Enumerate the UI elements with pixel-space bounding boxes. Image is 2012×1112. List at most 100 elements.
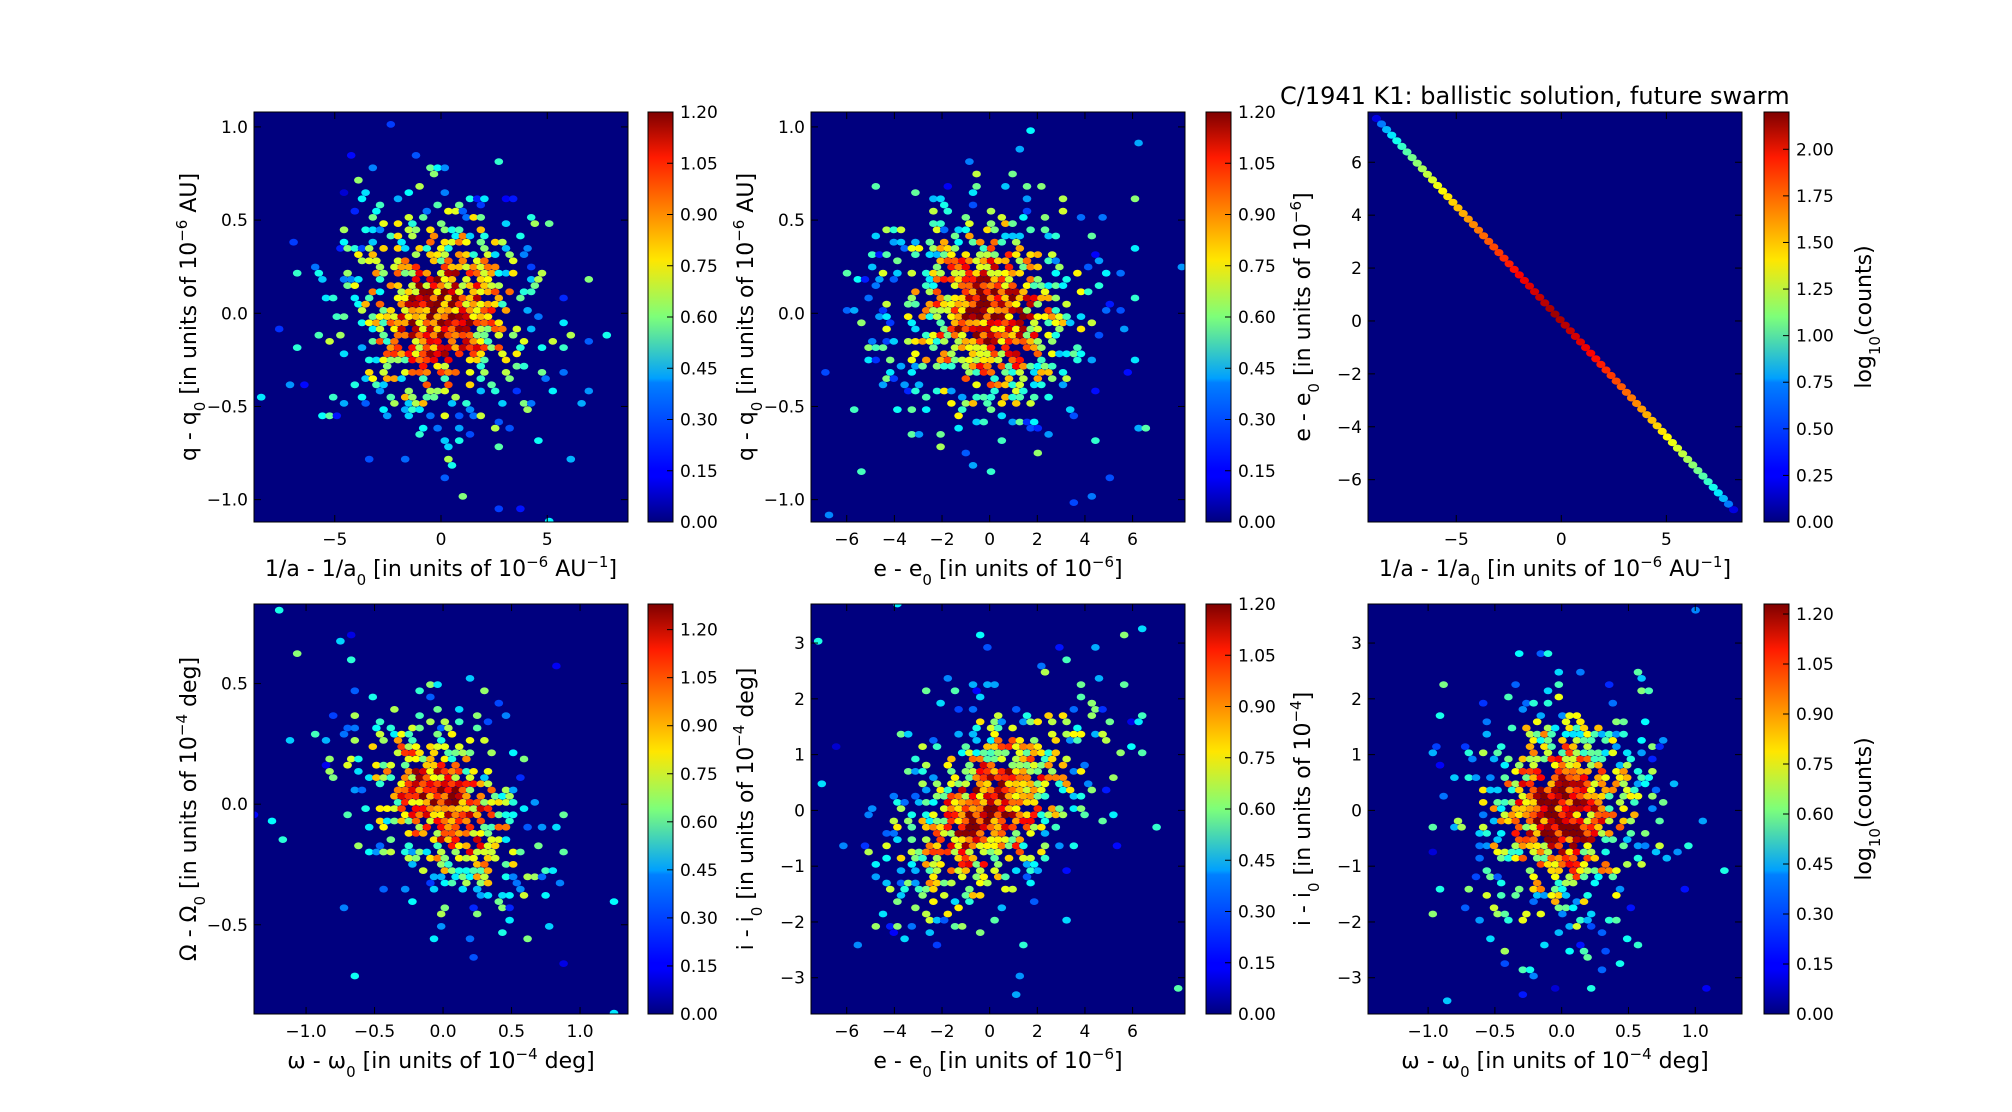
x-tick-label: −1.0 <box>1407 1022 1448 1042</box>
y-axis-label: q - q0 [in units of 10−6 AU] <box>173 173 209 461</box>
x-tick-label: 5 <box>1661 530 1672 550</box>
x-tick-label: −0.5 <box>1474 1022 1515 1042</box>
hexbin-cells <box>813 604 1183 998</box>
x-axis-label: 1/a - 1/a0 [in units of 10−6 AU−1] <box>1379 553 1731 589</box>
x-tick-label: 5 <box>542 530 553 550</box>
y-axis-label: i - i0 [in units of 10−4 deg] <box>730 668 766 951</box>
colorbar-tick-label: 0.75 <box>1238 257 1276 277</box>
colorbar-tick-label: 0.90 <box>680 206 718 226</box>
colorbar-tick-label: 0.75 <box>1796 373 1834 393</box>
y-tick-label: 0 <box>794 801 805 821</box>
subplot-5: −6 −4 −2 0 2 4 6 −3 −2 −1 0 1 2 3 e - e0 [in units of … <box>730 595 1276 1081</box>
colorbar-tick-label: 0.30 <box>1796 905 1834 925</box>
x-tick-label: −2 <box>929 530 954 550</box>
x-tick-label: 0.5 <box>498 1022 525 1042</box>
x-tick-label: −5 <box>322 530 347 550</box>
y-tick-label: −3 <box>1337 969 1362 989</box>
colorbar-tick-label: 0.30 <box>680 411 718 431</box>
y-tick-label: 0.0 <box>221 304 248 324</box>
axes-frame <box>810 111 1186 523</box>
colorbar-tick-label: 0.45 <box>1238 851 1276 871</box>
colorbar-tick-label: 0.60 <box>680 308 718 328</box>
y-tick-label: 0.0 <box>221 795 248 815</box>
colorbar-tick-label: 0.45 <box>680 359 718 379</box>
colorbar-gradient <box>647 603 674 1015</box>
colorbar-tick-label: 0.60 <box>680 813 718 833</box>
colorbar-tick-label: 0.00 <box>1796 1005 1834 1025</box>
x-tick-label: 2 <box>1032 530 1043 550</box>
colorbar-tick-label: 0.25 <box>1796 466 1834 486</box>
y-tick-label: 2 <box>1351 690 1362 710</box>
x-tick-label: 1.0 <box>567 1022 594 1042</box>
colorbar: 0.00 0.15 0.30 0.45 0.60 0.75 0.90 1.05 1.20 <box>647 103 718 533</box>
colorbar-tick-label: 0.30 <box>680 909 718 929</box>
x-tick-label: 6 <box>1127 530 1138 550</box>
x-axis-label: e - e0 [in units of 10−6] <box>873 553 1122 589</box>
y-axis-label: q - q0 [in units of 10−6 AU] <box>730 173 766 461</box>
y-tick-label: −1.0 <box>764 491 805 511</box>
colorbar-tick-label: 1.20 <box>680 621 718 641</box>
colorbar-tick-label: 1.05 <box>1796 655 1834 675</box>
subplot-4: −1.0 −0.5 0.0 0.5 1.0 −0.5 0.0 0.5 ω - ω0 [in un… <box>173 603 718 1081</box>
colorbar-tick-label: 1.20 <box>1238 595 1276 615</box>
colorbar-tick-label: 0.15 <box>1796 955 1834 975</box>
colorbar-tick-label: 0.50 <box>1796 420 1834 440</box>
colorbar-gradient <box>1763 603 1790 1015</box>
x-tick-label: 4 <box>1080 1022 1091 1042</box>
x-axis-label: e - e0 [in units of 10−6] <box>873 1045 1122 1081</box>
y-tick-label: 4 <box>1351 206 1362 226</box>
x-tick-label: 0 <box>984 1022 995 1042</box>
x-tick-label: 0 <box>436 530 447 550</box>
colorbar-tick-label: 0.60 <box>1238 800 1276 820</box>
colorbar-tick-label: 1.00 <box>1796 327 1834 347</box>
colorbar-tick-label: 0.00 <box>680 513 718 533</box>
x-tick-label: −1.0 <box>285 1022 326 1042</box>
x-tick-label: 0 <box>1556 530 1567 550</box>
subplot-6: −1.0 −0.5 0.0 0.5 1.0 −3 −2 −1 0 1 2 3 ω - ω0 [in un… <box>1287 603 1884 1081</box>
hexbin-cells <box>821 127 1185 519</box>
figure-title: C/1941 K1: ballistic solution, future sw… <box>1280 82 1790 110</box>
y-tick-label: −0.5 <box>207 916 248 936</box>
colorbar-tick-label: 0.15 <box>680 462 718 482</box>
x-axis-label: ω - ω0 [in units of 10−4 deg] <box>287 1045 594 1081</box>
x-tick-label: −6 <box>834 1022 859 1042</box>
colorbar-label: log10(counts) <box>1852 737 1884 880</box>
colorbar-tick-label: 0.90 <box>1238 206 1276 226</box>
colorbar-tick-label: 1.20 <box>1796 605 1834 625</box>
y-tick-label: 0.0 <box>778 304 805 324</box>
colorbar-label: log10(counts) <box>1852 245 1884 388</box>
y-tick-label: 3 <box>794 634 805 654</box>
colorbar-tick-label: 0.75 <box>680 257 718 277</box>
x-tick-label: 4 <box>1080 530 1091 550</box>
colorbar-gradient <box>1763 111 1790 523</box>
y-tick-label: −1.0 <box>207 491 248 511</box>
hexbin-cells <box>256 121 612 522</box>
colorbar-tick-label: 0.90 <box>1238 698 1276 718</box>
colorbar-tick-label: 0.15 <box>1238 462 1276 482</box>
hexbin-cells <box>254 606 619 1014</box>
y-tick-label: 0 <box>1351 312 1362 332</box>
y-axis-label: e - e0 [in units of 10−6] <box>1287 192 1323 441</box>
y-tick-label: 6 <box>1351 153 1362 173</box>
colorbar-tick-label: 0.00 <box>1796 513 1834 533</box>
colorbar-tick-label: 0.75 <box>1796 755 1834 775</box>
y-tick-label: −2 <box>1337 913 1362 933</box>
colorbar-tick-label: 0.60 <box>1796 805 1834 825</box>
colorbar-tick-label: 1.20 <box>1238 103 1276 123</box>
x-tick-label: 2 <box>1032 1022 1043 1042</box>
colorbar: 0.00 0.15 0.30 0.45 0.60 0.75 0.90 1.05 1.20 <box>1205 103 1276 533</box>
colorbar-tick-label: 0.00 <box>1238 1005 1276 1025</box>
colorbar: 0.00 0.15 0.30 0.45 0.60 0.75 0.90 1.05 1.20 <box>1205 595 1276 1025</box>
y-tick-label: 0.5 <box>221 675 248 695</box>
x-tick-label: 0.0 <box>430 1022 457 1042</box>
colorbar-tick-label: 1.25 <box>1796 280 1834 300</box>
y-tick-label: 1 <box>1351 746 1362 766</box>
colorbar: 0.00 0.25 0.50 0.75 1.00 1.25 1.50 1.75 2.00 log1… <box>1763 111 1884 533</box>
colorbar-tick-label: 1.75 <box>1796 187 1834 207</box>
x-tick-label: 0.5 <box>1615 1022 1642 1042</box>
y-tick-label: 1.0 <box>221 118 248 138</box>
colorbar-tick-label: 0.30 <box>1238 903 1276 923</box>
colorbar-tick-label: 0.00 <box>680 1005 718 1025</box>
y-axis-label: i - i0 [in units of 10−4] <box>1287 692 1323 926</box>
colorbar-tick-label: 0.45 <box>1238 359 1276 379</box>
